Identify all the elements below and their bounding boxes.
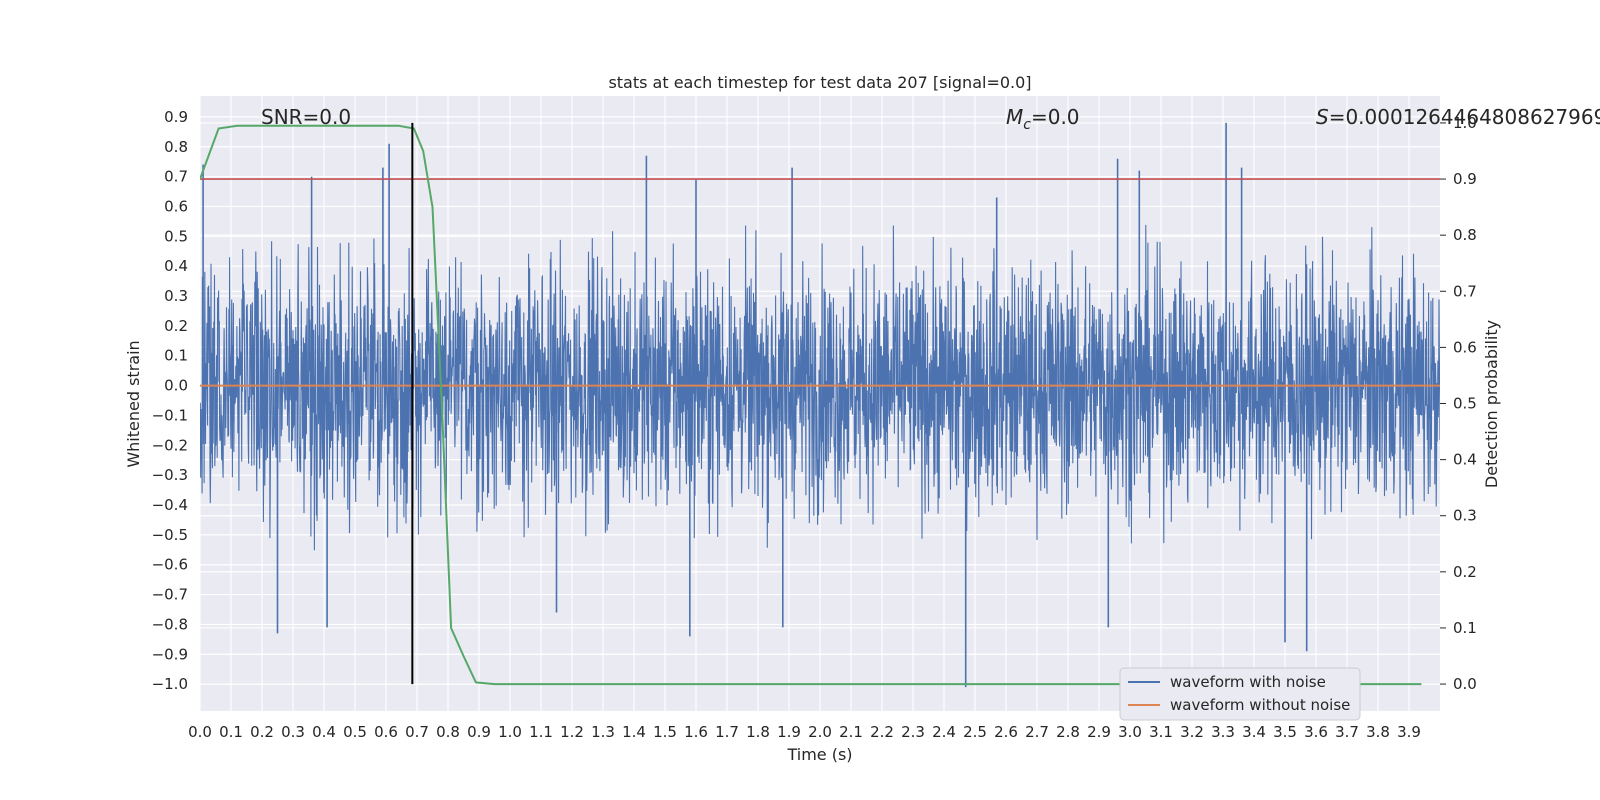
x-tick-label: 0.2: [250, 723, 274, 741]
y-axis-label: Whitened strain: [124, 340, 143, 467]
y-axis-ticks: 0.9 0.8 0.7 0.6 0.5 0.4 0.3 0.2 0.1 0.0 −0.1 −0.2 −0…: [152, 108, 188, 693]
legend-label-clean: waveform without noise: [1170, 696, 1350, 714]
snr-annotation: SNR=0.0: [261, 105, 351, 129]
x-tick-label: 2.3: [901, 723, 925, 741]
y-tick-label: −0.5: [152, 526, 188, 544]
x-tick-label: 1.9: [777, 723, 801, 741]
chart-title: stats at each timestep for test data 207…: [608, 73, 1031, 92]
x-tick-label: 2.6: [994, 723, 1018, 741]
y-tick-label: 0.6: [164, 197, 188, 215]
y-right-tick-label: 0.9: [1453, 170, 1477, 188]
x-tick-label: 0.6: [374, 723, 398, 741]
x-tick-label: 2.9: [1087, 723, 1111, 741]
y-tick-label: −0.8: [152, 615, 188, 633]
s-annotation: S=0.00012644648086279699: [1316, 105, 1600, 129]
x-tick-label: 1.0: [498, 723, 522, 741]
y-right-tick-label: 0.1: [1453, 619, 1477, 637]
legend: waveform with noise waveform without noi…: [1119, 667, 1361, 721]
x-tick-label: 2.0: [808, 723, 832, 741]
y-right-axis-label: Detection probability: [1482, 320, 1501, 488]
x-tick-label: 2.8: [1056, 723, 1080, 741]
x-axis-ticks: 0.0 0.1 0.2 0.3 0.4 0.5 0.6 0.7 0.8 0.9 1.0 1.1 1.2 1…: [188, 723, 1421, 741]
x-tick-label: 3.2: [1180, 723, 1204, 741]
y-tick-label: 0.1: [164, 347, 188, 365]
x-tick-label: 3.9: [1397, 723, 1421, 741]
x-tick-label: 2.7: [1025, 723, 1049, 741]
x-tick-label: 1.3: [591, 723, 615, 741]
y-right-tick-label: 0.4: [1453, 451, 1477, 469]
x-tick-label: 3.0: [1118, 723, 1142, 741]
x-tick-label: 0.8: [436, 723, 460, 741]
x-tick-label: 1.8: [746, 723, 770, 741]
x-tick-label: 0.0: [188, 723, 212, 741]
y-tick-label: −1.0: [152, 675, 188, 693]
x-tick-label: 3.3: [1211, 723, 1235, 741]
legend-label-noise: waveform with noise: [1170, 673, 1326, 691]
x-tick-label: 1.4: [622, 723, 646, 741]
y-tick-label: −0.2: [152, 436, 188, 454]
y-tick-label: −0.9: [152, 645, 188, 663]
x-tick-label: 3.4: [1242, 723, 1266, 741]
x-tick-label: 0.7: [405, 723, 429, 741]
y-tick-label: 0.7: [164, 168, 188, 186]
y-tick-label: 0.3: [164, 287, 188, 305]
y-right-tick-label: 0.7: [1453, 282, 1477, 300]
y-right-tick-label: 0.6: [1453, 338, 1477, 356]
x-tick-label: 3.6: [1304, 723, 1328, 741]
y-tick-label: −0.7: [152, 586, 188, 604]
y-tick-label: 0.4: [164, 257, 188, 275]
x-tick-label: 1.2: [560, 723, 584, 741]
y-right-tick-label: 0.3: [1453, 507, 1477, 525]
x-tick-label: 0.1: [219, 723, 243, 741]
x-tick-label: 3.1: [1149, 723, 1173, 741]
x-tick-label: 1.6: [684, 723, 708, 741]
detection-probability-line: [200, 124, 1422, 686]
x-tick-label: 2.4: [932, 723, 956, 741]
x-tick-label: 0.3: [281, 723, 305, 741]
x-tick-label: 0.4: [312, 723, 336, 741]
waveform-with-noise-line: [200, 224, 1440, 551]
y-right-tick-label: 0.8: [1453, 226, 1477, 244]
y-tick-label: −0.4: [152, 496, 188, 514]
y-right-tick-label: 0.5: [1453, 395, 1477, 413]
x-tick-label: 1.7: [715, 723, 739, 741]
y-tick-label: −0.6: [152, 556, 188, 574]
x-tick-label: 3.7: [1335, 723, 1359, 741]
x-axis-label: Time (s): [786, 745, 852, 764]
mc-annotation: Mc=0.0: [1006, 105, 1080, 133]
x-tick-label: 2.2: [870, 723, 894, 741]
x-tick-label: 2.1: [839, 723, 863, 741]
x-tick-label: 2.5: [963, 723, 987, 741]
y-right-tick-label: 0.2: [1453, 563, 1477, 581]
x-tick-label: 1.5: [653, 723, 677, 741]
legend-box: [1119, 667, 1361, 721]
x-tick-label: 0.5: [343, 723, 367, 741]
x-tick-label: 0.9: [467, 723, 491, 741]
y-tick-label: −0.1: [152, 406, 188, 424]
y-tick-label: 0.5: [164, 227, 188, 245]
y-right-axis-ticks: 1.0 0.9 0.8 0.7 0.6 0.5 0.4 0.3 0.2 0.1 0.0: [1440, 114, 1477, 693]
chart-marks: [200, 122, 1440, 688]
x-tick-label: 3.8: [1366, 723, 1390, 741]
y-tick-label: 0.0: [164, 377, 188, 395]
y-tick-label: 0.8: [164, 138, 188, 156]
y-right-tick-label: 1.0: [1453, 114, 1477, 132]
y-right-tick-label: 0.0: [1453, 675, 1477, 693]
y-tick-label: 0.9: [164, 108, 188, 126]
y-tick-label: −0.3: [152, 466, 188, 484]
x-tick-label: 1.1: [529, 723, 553, 741]
y-tick-label: 0.2: [164, 317, 188, 335]
x-tick-label: 3.5: [1273, 723, 1297, 741]
